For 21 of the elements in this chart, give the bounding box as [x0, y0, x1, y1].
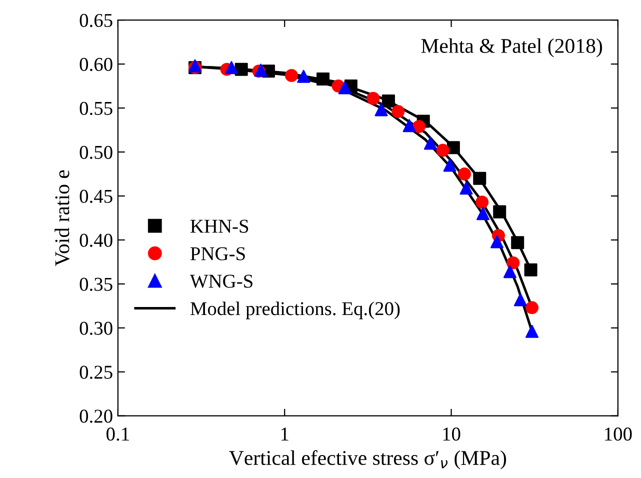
y-tick-label: 0.60	[80, 58, 112, 72]
y-tick-label: 0.20	[80, 410, 112, 423]
legend-label: PNG-S	[190, 247, 245, 260]
y-tick-label: 0.40	[80, 234, 112, 247]
y-tick-label: 0.55	[80, 102, 112, 116]
legend-label: KHN-S	[190, 220, 248, 233]
legend-label: WNG-S	[190, 274, 252, 288]
y-axis-title: Void ratio e	[54, 170, 70, 266]
y-tick-label: 0.35	[80, 278, 112, 291]
x-axis-title: Vertical efective stress σ′$_{ν}$ (MPa)	[229, 450, 506, 470]
annotation: Mehta & Patel (2018)	[421, 38, 602, 58]
y-tick-label: 0.45	[80, 190, 112, 204]
y-tick-label: 0.65	[80, 14, 112, 28]
x-tick-label: 1	[281, 428, 288, 440]
y-tick-label: 0.30	[80, 322, 112, 335]
y-tick-label: 0.25	[80, 366, 112, 379]
x-tick-label: 10	[443, 428, 460, 441]
y-tick-label: 0.50	[80, 146, 112, 160]
legend-label: Model predictions. Eq.(20)	[190, 302, 400, 320]
x-tick-label: 100	[605, 428, 632, 441]
x-tick-label: 0.1	[106, 428, 129, 441]
